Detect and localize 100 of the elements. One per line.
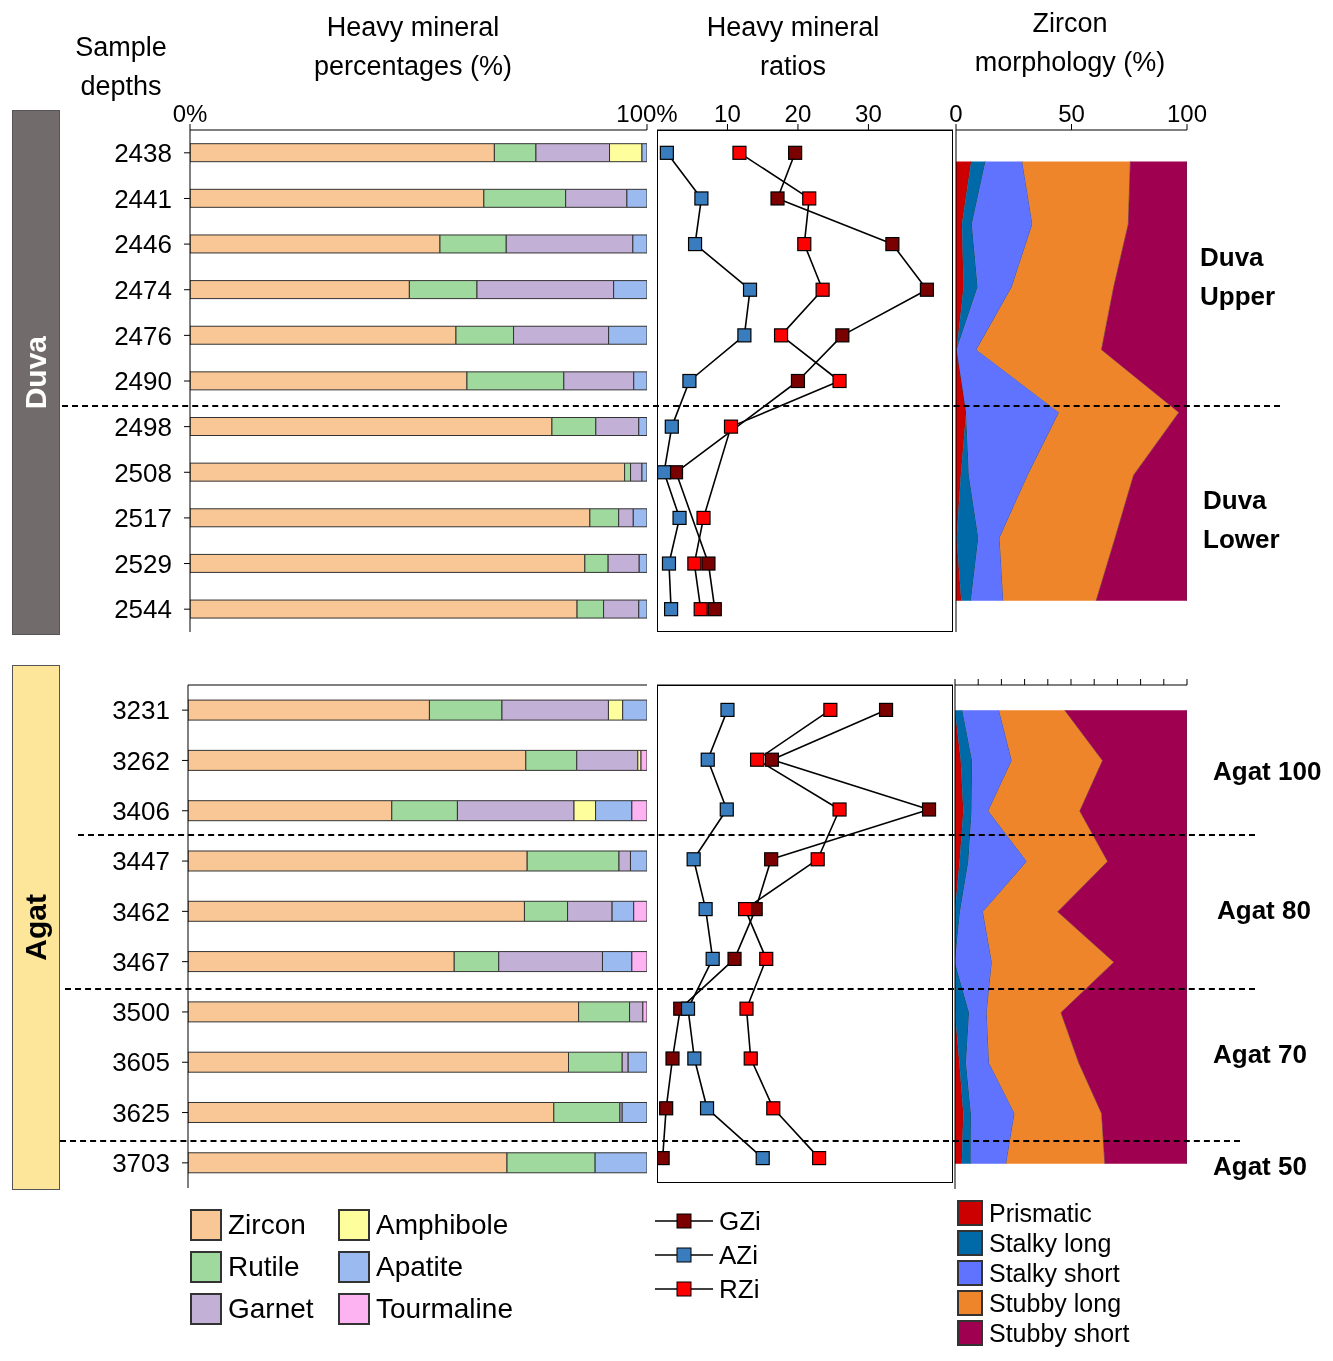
legend-label: Zircon: [228, 1209, 306, 1241]
point: [749, 752, 765, 767]
point: [832, 373, 847, 389]
x-tick-label: 0: [949, 100, 963, 127]
point: [738, 902, 753, 917]
legend-label: Garnet: [228, 1293, 314, 1325]
legend-label: Stubby long: [989, 1288, 1122, 1318]
x-tick-label: 50: [1058, 100, 1085, 127]
point: [815, 282, 830, 297]
legend-label: RZi: [719, 1273, 760, 1305]
point: [705, 951, 720, 966]
y-tick-label: 2517: [114, 503, 172, 534]
point: [682, 373, 697, 389]
point: [812, 1151, 827, 1166]
point: [732, 145, 747, 160]
point: [659, 1101, 674, 1116]
point: [835, 328, 850, 343]
y-tick-label: 2441: [114, 183, 172, 214]
point: [664, 602, 679, 617]
bar: [640, 749, 647, 771]
point: [802, 191, 817, 206]
y-tick-label: 3231: [112, 695, 170, 726]
legend-label: GZi: [719, 1205, 761, 1237]
chart-title: Zircon morphology (%): [973, 7, 1167, 79]
point: [700, 752, 715, 767]
x-tick-label: 20: [784, 100, 812, 127]
text: Agat: [19, 894, 53, 961]
point: [885, 236, 900, 252]
y-axis-title: Sample depths: [75, 32, 167, 101]
point: [755, 1151, 770, 1166]
point: [773, 328, 789, 343]
point: [686, 852, 701, 867]
y-tick-label: 2438: [114, 138, 172, 169]
point: [657, 465, 672, 480]
text: Duva: [19, 335, 53, 410]
chart-title: Heavy mineral ratios: [705, 11, 881, 83]
legend-label: AZi: [719, 1239, 758, 1271]
y-tick-label: 3262: [112, 745, 170, 776]
point: [696, 510, 711, 526]
point: [788, 145, 803, 160]
point: [759, 951, 774, 966]
point: [737, 328, 752, 343]
point: [661, 556, 677, 571]
point: [878, 702, 894, 717]
y-tick-label: 3625: [112, 1097, 170, 1128]
point: [739, 1001, 754, 1016]
bar: [621, 1101, 647, 1123]
point: [707, 602, 722, 617]
point: [720, 702, 735, 717]
text: Agat 100: [1213, 755, 1322, 788]
point: [665, 1051, 680, 1066]
text: Agat 80: [1217, 894, 1311, 927]
y-tick-label: 2498: [114, 411, 172, 442]
y-tick-label: 3406: [112, 795, 170, 826]
point: [719, 802, 734, 817]
point: [687, 236, 703, 252]
y-tick-label: 2446: [114, 229, 172, 260]
x-tick-label: 10: [714, 100, 741, 127]
y-tick-label: 3605: [112, 1047, 170, 1078]
point: [919, 282, 935, 297]
x-tick-label: 0%: [172, 100, 208, 127]
y-tick-label: 3462: [112, 896, 170, 927]
point: [727, 951, 742, 966]
y-tick-label: 2474: [114, 274, 172, 305]
legend-label: Apatite: [376, 1251, 464, 1283]
point: [921, 802, 937, 817]
point: [770, 191, 785, 206]
legend-label: Stalky long: [989, 1228, 1112, 1258]
point: [693, 602, 708, 617]
point: [764, 852, 779, 867]
point: [764, 752, 779, 767]
y-tick-label: 3500: [112, 997, 170, 1028]
point: [698, 902, 713, 917]
point: [832, 802, 847, 817]
point: [672, 510, 687, 526]
point: [823, 702, 838, 717]
point: [687, 1051, 702, 1066]
text: Agat 50: [1213, 1150, 1307, 1183]
point: [680, 1001, 696, 1016]
y-tick-label: 2490: [114, 366, 172, 397]
point: [766, 1101, 781, 1116]
y-tick-label: 3467: [112, 946, 170, 977]
legend-label: Rutile: [228, 1251, 300, 1283]
text: Duva Upper: [1200, 241, 1277, 313]
point: [657, 1151, 670, 1166]
legend-label: Stubby short: [989, 1318, 1130, 1348]
text: Duva Lower: [1203, 484, 1281, 556]
y-tick-label: 2476: [114, 320, 172, 351]
point: [790, 373, 806, 389]
point: [701, 556, 716, 571]
y-tick-label: 2508: [114, 457, 172, 488]
x-tick-label: 30: [855, 100, 882, 127]
bar: [190, 462, 626, 482]
point: [699, 1101, 715, 1116]
legend-label: Prismatic: [989, 1198, 1092, 1228]
legend-label: Tourmaline: [376, 1293, 513, 1325]
x-tick-label: 100: [1166, 100, 1208, 127]
y-tick-label: 2544: [114, 594, 172, 625]
y-tick-label: 3447: [112, 846, 170, 877]
point: [797, 236, 812, 252]
